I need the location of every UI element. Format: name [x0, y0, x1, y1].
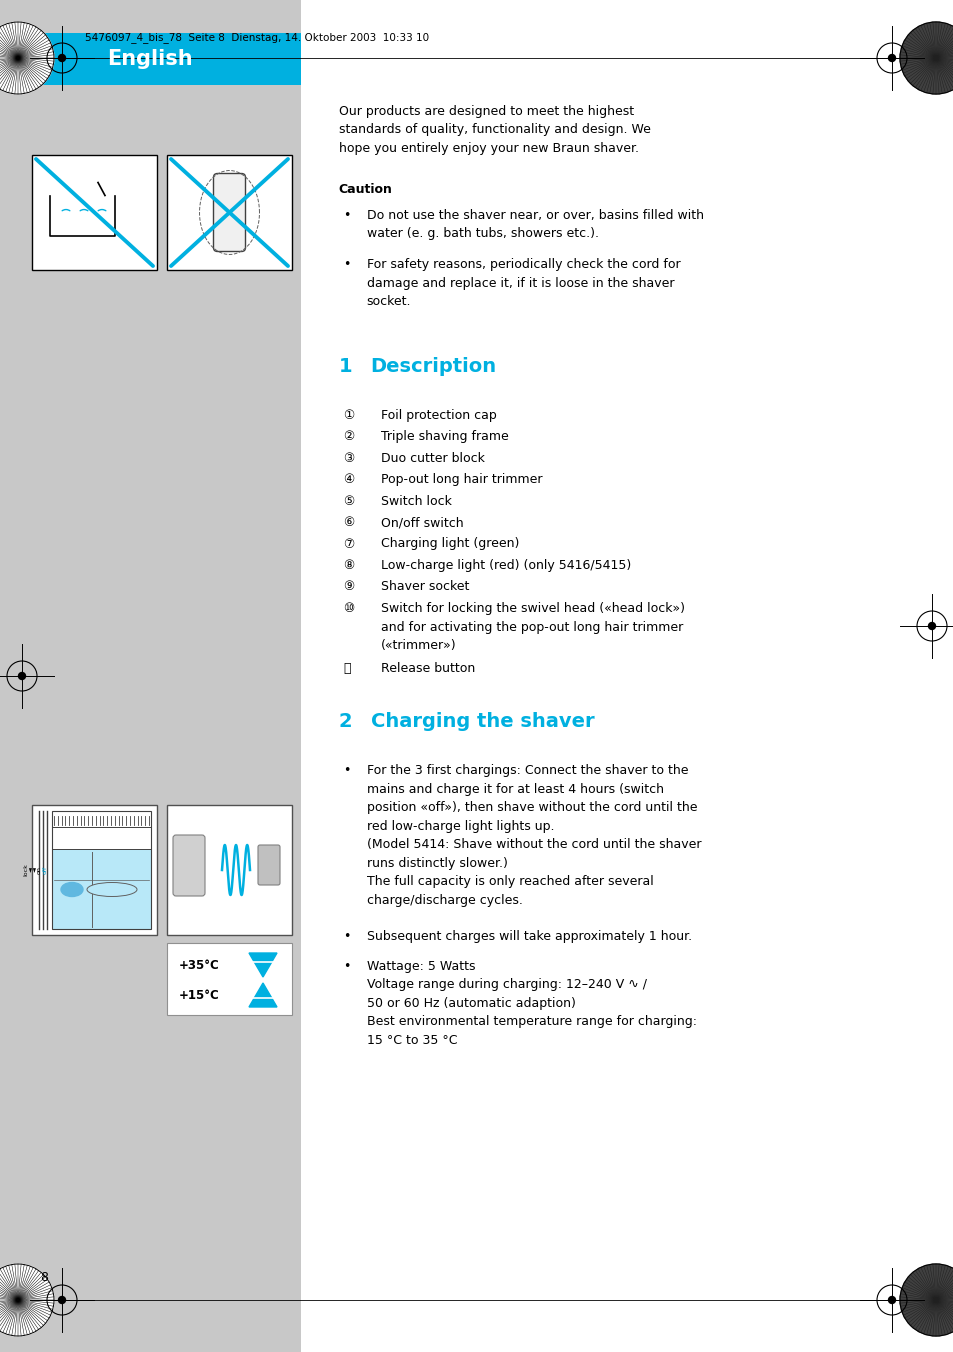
FancyBboxPatch shape: [167, 155, 292, 270]
Text: on: on: [36, 867, 42, 873]
FancyBboxPatch shape: [0, 0, 300, 1352]
FancyBboxPatch shape: [172, 836, 205, 896]
Text: Low-charge light (red) (only 5416/5415): Low-charge light (red) (only 5416/5415): [380, 558, 630, 572]
Text: Switch lock: Switch lock: [380, 495, 451, 507]
Circle shape: [18, 672, 26, 680]
Circle shape: [58, 1297, 66, 1303]
FancyBboxPatch shape: [167, 942, 292, 1015]
Text: Description: Description: [370, 357, 497, 376]
Circle shape: [927, 622, 935, 630]
FancyBboxPatch shape: [91, 174, 112, 183]
FancyBboxPatch shape: [32, 804, 157, 936]
Text: ⑩: ⑩: [343, 602, 355, 615]
Ellipse shape: [61, 883, 83, 896]
Text: For the 3 first chargings: Connect the shaver to the
mains and charge it for at : For the 3 first chargings: Connect the s…: [366, 764, 700, 906]
Text: +15°C: +15°C: [179, 988, 219, 1002]
Text: Release button: Release button: [380, 662, 475, 676]
Text: lock: lock: [24, 864, 29, 876]
Text: ⑤: ⑤: [343, 495, 355, 507]
Text: Wattage: 5 Watts
Voltage range during charging: 12–240 V ∿ /
50 or 60 Hz (automa: Wattage: 5 Watts Voltage range during ch…: [366, 960, 696, 1046]
Text: On/off switch: On/off switch: [380, 516, 462, 529]
Text: ⑧: ⑧: [343, 558, 355, 572]
Text: Switch for locking the swivel head («head lock»)
and for activating the pop-out : Switch for locking the swivel head («hea…: [380, 602, 684, 652]
Ellipse shape: [87, 883, 137, 896]
FancyBboxPatch shape: [52, 850, 151, 929]
Text: Subsequent charges will take approximately 1 hour.: Subsequent charges will take approximate…: [366, 930, 691, 942]
Polygon shape: [249, 953, 276, 977]
FancyBboxPatch shape: [167, 804, 292, 936]
Text: 1: 1: [338, 357, 352, 376]
Circle shape: [899, 1264, 953, 1336]
Text: Pop-out long hair trimmer: Pop-out long hair trimmer: [380, 473, 541, 485]
Text: English: English: [108, 49, 193, 69]
FancyBboxPatch shape: [32, 155, 157, 270]
Text: ⑦: ⑦: [343, 538, 355, 550]
Text: •: •: [343, 930, 351, 942]
Text: •: •: [343, 258, 351, 270]
Text: Duo cutter block: Duo cutter block: [380, 452, 484, 465]
Text: Triple shaving frame: Triple shaving frame: [380, 430, 508, 443]
Text: ②: ②: [343, 430, 355, 443]
Text: +35°C: +35°C: [179, 959, 219, 972]
Text: ⑥: ⑥: [343, 516, 355, 529]
Circle shape: [887, 1297, 895, 1303]
Text: Our products are designed to meet the highest
standards of quality, functionalit: Our products are designed to meet the hi…: [338, 105, 650, 155]
Text: Charging light (green): Charging light (green): [380, 538, 518, 550]
Text: 2: 2: [338, 713, 352, 731]
Circle shape: [0, 1264, 54, 1336]
Text: ④: ④: [343, 473, 355, 485]
Text: ③: ③: [343, 452, 355, 465]
Text: •: •: [343, 960, 351, 972]
Circle shape: [58, 54, 66, 61]
Text: •: •: [343, 210, 351, 222]
Text: Shaver socket: Shaver socket: [380, 580, 468, 594]
Text: For safety reasons, periodically check the cord for
damage and replace it, if it: For safety reasons, periodically check t…: [366, 258, 679, 308]
Text: •: •: [343, 764, 351, 777]
Text: ①: ①: [343, 408, 355, 422]
Text: 8: 8: [40, 1271, 48, 1284]
Text: off: off: [43, 865, 48, 873]
Text: Foil protection cap: Foil protection cap: [380, 408, 496, 422]
Circle shape: [887, 54, 895, 61]
FancyBboxPatch shape: [12, 32, 300, 85]
Text: Charging the shaver: Charging the shaver: [370, 713, 594, 731]
FancyBboxPatch shape: [213, 173, 245, 251]
Circle shape: [899, 22, 953, 95]
Text: ◄: ◄: [32, 868, 37, 872]
Text: ⑪: ⑪: [343, 662, 351, 676]
FancyBboxPatch shape: [300, 0, 953, 1352]
Text: Do not use the shaver near, or over, basins filled with
water (e. g. bath tubs, : Do not use the shaver near, or over, bas…: [366, 210, 702, 241]
Text: ◄: ◄: [29, 868, 33, 872]
Text: ⑨: ⑨: [343, 580, 355, 594]
Text: Caution: Caution: [338, 183, 392, 196]
FancyBboxPatch shape: [257, 845, 280, 886]
Text: 5476097_4_bis_78  Seite 8  Dienstag, 14. Oktober 2003  10:33 10: 5476097_4_bis_78 Seite 8 Dienstag, 14. O…: [85, 32, 429, 43]
Polygon shape: [249, 983, 276, 1007]
Circle shape: [0, 22, 54, 95]
